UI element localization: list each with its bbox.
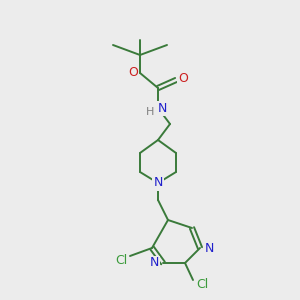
Text: N: N (149, 256, 159, 269)
Text: Cl: Cl (196, 278, 208, 290)
Text: O: O (128, 67, 138, 80)
Text: O: O (178, 71, 188, 85)
Text: N: N (153, 176, 163, 190)
Text: N: N (204, 242, 214, 254)
Text: N: N (157, 101, 167, 115)
Text: Cl: Cl (115, 254, 127, 266)
Text: H: H (146, 107, 154, 117)
